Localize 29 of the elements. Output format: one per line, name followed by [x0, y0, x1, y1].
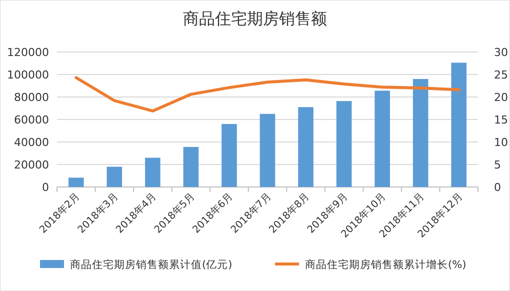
- bar: [412, 79, 428, 187]
- y-tick-label: 80000: [14, 91, 49, 104]
- bar: [451, 62, 467, 187]
- y2-tick-label: 15: [494, 114, 508, 126]
- bar: [183, 146, 199, 187]
- legend-label: 商品住宅期房销售额累计增长(%): [305, 258, 466, 271]
- bar: [260, 114, 276, 187]
- bar: [298, 107, 314, 187]
- y2-tick-label: 0: [494, 181, 501, 194]
- y-tick-label: 60000: [14, 114, 49, 126]
- y2-tick-label: 30: [494, 46, 508, 59]
- y2-tick-label: 10: [494, 136, 508, 149]
- chart-title: 商品住宅期房销售额: [183, 9, 327, 28]
- bar: [145, 158, 160, 187]
- y2-tick-label: 25: [494, 68, 508, 82]
- bar: [106, 166, 122, 187]
- bar: [68, 178, 84, 187]
- y-tick-label: 120000: [7, 46, 49, 59]
- bar: [374, 90, 390, 187]
- bar: [336, 101, 352, 187]
- bar: [222, 124, 237, 187]
- y-tick-label: 0: [42, 181, 49, 194]
- y2-tick-label: 20: [494, 91, 508, 104]
- y-tick-label: 40000: [14, 136, 49, 149]
- line-series: [74, 76, 460, 112]
- legend-label: 商品住宅期房销售额累计值(亿元): [70, 258, 232, 271]
- y-tick-label: 100000: [7, 68, 49, 82]
- y-tick-label: 20000: [14, 158, 49, 172]
- y2-tick-label: 5: [494, 158, 501, 172]
